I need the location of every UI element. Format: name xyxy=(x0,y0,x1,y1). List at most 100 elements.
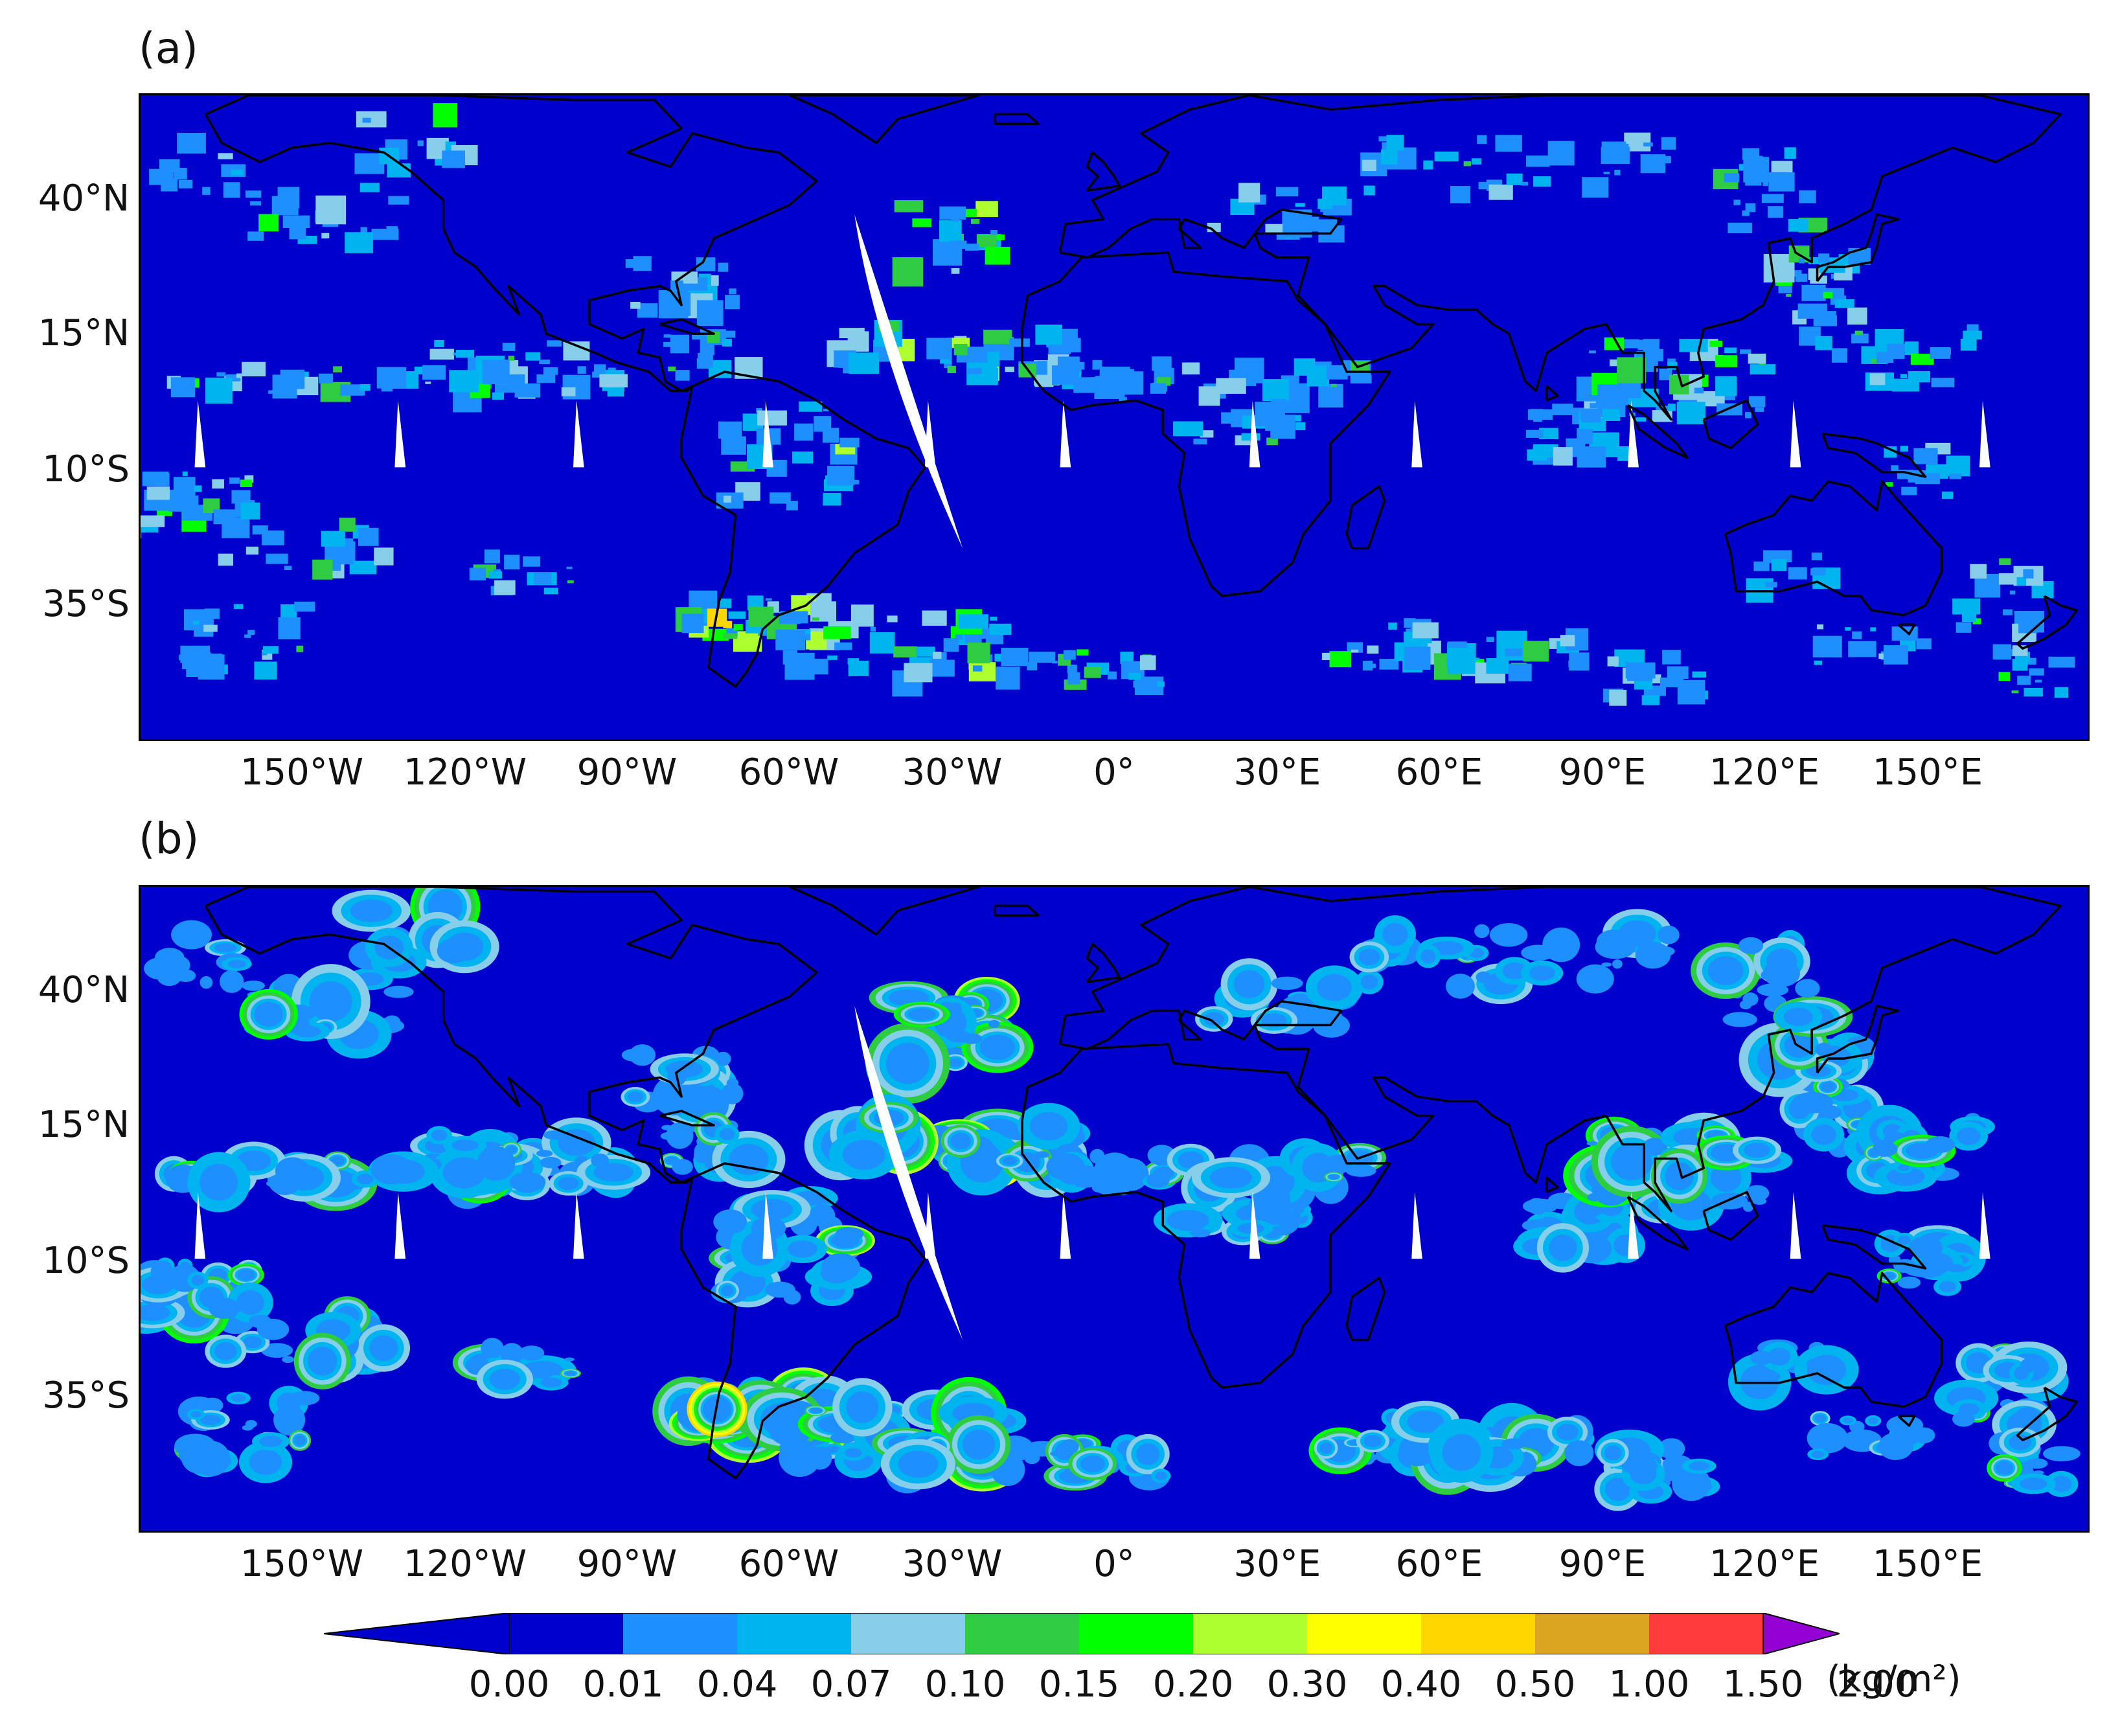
cloud-feature xyxy=(1190,1228,1211,1238)
cloud-feature xyxy=(1870,627,1876,632)
cloud-feature xyxy=(200,976,213,989)
cloud-feature xyxy=(266,553,288,564)
cloud-feature xyxy=(455,350,475,358)
cloud-feature xyxy=(247,231,264,241)
coastline xyxy=(1702,1191,1759,1241)
colorbar-segment xyxy=(965,1613,1079,1654)
cloud-feature xyxy=(1046,1153,1085,1181)
cloud-feature xyxy=(356,1174,374,1185)
cloud-feature xyxy=(250,201,261,206)
cloud-feature xyxy=(1667,666,1689,679)
cloud-feature xyxy=(1762,181,1768,187)
cloud-feature xyxy=(1529,965,1555,981)
cloud-feature xyxy=(1807,1422,1848,1454)
cloud-feature xyxy=(1848,641,1876,657)
cloud-feature xyxy=(205,377,233,404)
cloud-feature xyxy=(236,373,242,378)
cloud-feature xyxy=(1506,173,1523,185)
lon-label: 90°W xyxy=(576,1543,678,1585)
cloud-feature xyxy=(1001,647,1029,667)
cloud-feature xyxy=(1676,402,1705,425)
cloud-feature xyxy=(1549,1234,1577,1261)
cloud-feature xyxy=(943,638,959,652)
cloud-feature xyxy=(1783,1007,1813,1027)
cloud-feature xyxy=(178,179,193,188)
cloud-feature xyxy=(509,374,525,385)
coastline xyxy=(1724,480,1943,617)
lon-label: 0° xyxy=(1093,751,1135,794)
cloud-feature xyxy=(1830,274,1837,279)
cloud-feature xyxy=(988,1020,1000,1028)
coastline xyxy=(1897,623,1916,635)
cloud-feature xyxy=(725,330,736,338)
cloud-feature xyxy=(1868,1417,1878,1424)
lat-label: 40°N xyxy=(38,969,130,1011)
cloud-feature xyxy=(728,611,746,619)
colorbar-tick-label: 0.15 xyxy=(1038,1663,1120,1706)
cloud-feature xyxy=(1694,387,1704,394)
cloud-feature xyxy=(967,642,990,664)
cloud-feature xyxy=(358,527,379,546)
cloud-feature xyxy=(1306,365,1330,387)
cloud-feature xyxy=(1136,1443,1160,1465)
cloud-feature xyxy=(593,364,606,374)
cloud-feature xyxy=(812,617,819,621)
cloud-feature xyxy=(1474,924,1490,939)
cloud-feature xyxy=(1241,433,1260,441)
cloud-feature xyxy=(1755,407,1764,412)
cloud-feature xyxy=(2020,1477,2047,1490)
cloud-feature xyxy=(1034,1151,1050,1158)
cloud-feature xyxy=(810,1204,836,1228)
cloud-feature xyxy=(765,598,772,601)
cloud-feature xyxy=(1815,1042,1832,1057)
cloud-feature xyxy=(321,531,345,547)
cloud-feature xyxy=(1812,635,1842,657)
cloud-feature xyxy=(1386,135,1404,151)
data-gap xyxy=(1060,400,1071,468)
colorbar-over-extension xyxy=(1762,1613,1840,1654)
cloud-feature xyxy=(1900,374,1908,378)
cloud-feature xyxy=(387,163,411,177)
cloud-feature xyxy=(1108,671,1117,680)
cloud-feature xyxy=(1667,361,1678,370)
cloud-feature xyxy=(1904,341,1919,356)
cloud-feature xyxy=(845,1448,862,1458)
cloud-feature xyxy=(1720,963,1743,976)
cloud-feature xyxy=(280,369,305,389)
cloud-feature xyxy=(784,652,815,680)
cloud-feature xyxy=(254,661,277,680)
cloud-feature xyxy=(947,365,956,374)
cloud-feature xyxy=(1901,486,1917,496)
cloud-feature xyxy=(1816,624,1824,630)
cloud-feature xyxy=(779,611,801,624)
cloud-feature xyxy=(437,938,470,964)
cloud-feature xyxy=(1495,135,1522,152)
cloud-feature xyxy=(434,339,444,348)
cloud-feature xyxy=(1659,677,1684,687)
cloud-feature xyxy=(268,390,275,394)
coastline xyxy=(789,95,980,144)
cloud-feature xyxy=(561,387,576,396)
cloud-feature xyxy=(1330,383,1337,387)
panel-label-a: (a) xyxy=(139,23,198,73)
cloud-feature xyxy=(1916,638,1932,650)
colorbar-tick-label: 0.30 xyxy=(1266,1663,1348,1706)
cloud-feature xyxy=(696,358,709,369)
cloud-feature xyxy=(1577,446,1606,468)
cloud-feature xyxy=(514,383,541,398)
cloud-feature xyxy=(1463,161,1471,166)
cloud-feature xyxy=(1786,293,1792,297)
cloud-feature xyxy=(681,613,704,634)
cloud-feature xyxy=(240,479,252,487)
colorbar-tick-label: 0.40 xyxy=(1380,1663,1462,1706)
cloud-feature xyxy=(1036,361,1047,365)
cloud-feature xyxy=(1167,1209,1209,1231)
cloud-feature xyxy=(1474,657,1480,661)
cloud-feature xyxy=(1050,1451,1060,1456)
cloud-feature xyxy=(830,1432,856,1444)
panel-label-b: (b) xyxy=(139,814,200,863)
colorbar-tick-label: 0.00 xyxy=(468,1663,550,1706)
cloud-feature xyxy=(442,150,466,168)
coastline xyxy=(1821,433,1927,478)
cloud-feature xyxy=(500,1343,524,1365)
